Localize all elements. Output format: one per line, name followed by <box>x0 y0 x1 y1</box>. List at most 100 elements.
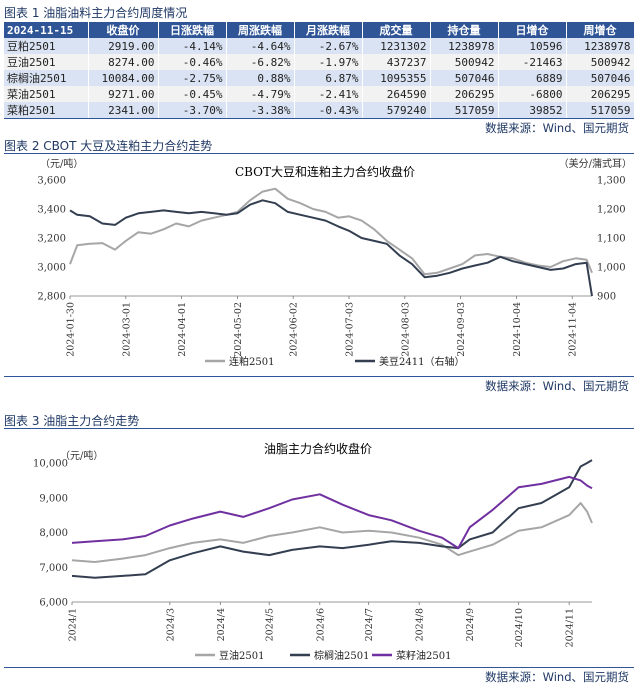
y-tick-label-right-2: 1,100 <box>597 234 626 245</box>
table-cell: 517059 <box>566 102 635 118</box>
table-cell: 500942 <box>430 54 499 70</box>
table-cell: -21463 <box>498 54 567 70</box>
table-cell: 1095355 <box>362 70 431 86</box>
y-tick-label-right-1: 1,000 <box>597 263 626 274</box>
y-tick-label-right-4: 1,300 <box>597 176 626 187</box>
table-cell: 2919.00 <box>88 38 159 54</box>
figure-1-divider <box>4 118 634 119</box>
x-tick-label-4: 2024-06-02 <box>289 302 300 357</box>
legend-label-2: 菜籽油2501 <box>396 649 451 662</box>
table-cell: 豆油2501 <box>4 54 89 70</box>
chart-2-left-tick-labels: 2,800 3,000 3,200 3,400 3,600 <box>37 176 66 303</box>
y-tick-label-left-0: 2,800 <box>37 292 66 303</box>
y-tick-label-right-3: 1,200 <box>597 205 626 216</box>
y-tick-label-left-1: 3,000 <box>37 263 66 274</box>
x-tick-label-6: 2024-08-03 <box>400 302 411 357</box>
table-cell: 2341.00 <box>88 102 159 118</box>
table-header-daily-change: 日涨跌幅 <box>158 22 227 38</box>
table-header-open-interest: 持仓量 <box>430 22 499 38</box>
table-cell: 500942 <box>566 54 635 70</box>
y-tick-label-right-0: 900 <box>597 292 616 303</box>
table-cell: -2.75% <box>158 70 227 86</box>
table-cell: 10596 <box>498 38 567 54</box>
x-tick-label-6: 2024/8 <box>415 608 426 641</box>
series-line-0 <box>69 187 593 276</box>
table-cell: -4.79% <box>226 86 295 102</box>
table-header-monthly-change: 月涨跌幅 <box>294 22 363 38</box>
x-tick-label-4: 2024/6 <box>315 608 326 641</box>
series-line-1 <box>71 459 593 579</box>
figure-2-source: 数据来源：Wind、国元期货 <box>485 379 629 393</box>
x-tick-label-5: 2024-07-03 <box>345 302 356 357</box>
table-cell: -2.41% <box>294 86 363 102</box>
y-tick-label-4: 10,000 <box>33 459 68 470</box>
x-tick-label-2: 2024/4 <box>216 608 227 641</box>
y-tick-label-3: 9,000 <box>39 493 68 504</box>
x-tick-label-9: 2024-11-04 <box>568 302 579 357</box>
table-cell: 豆粕2501 <box>4 38 89 54</box>
table-cell: 10084.00 <box>88 70 159 86</box>
table-cell: 437237 <box>362 54 431 70</box>
table-cell: 8274.00 <box>88 54 159 70</box>
table-cell: -6.82% <box>226 54 295 70</box>
chart-3-series-lines <box>71 459 593 579</box>
chart-3-y-tick-labels: 6,000 7,000 8,000 9,000 10,000 <box>33 459 68 609</box>
y-tick-label-left-3: 3,400 <box>37 205 66 216</box>
chart-2-right-axis-unit: （美分/蒲式耳） <box>559 157 632 170</box>
table-cell: 1238978 <box>566 38 635 54</box>
x-tick-label-3: 2024-05-02 <box>233 302 244 357</box>
table-cell: -0.45% <box>158 86 227 102</box>
table-header-daily-oi-change: 日增仓 <box>498 22 567 38</box>
series-line-2 <box>71 475 593 550</box>
table-cell: 517059 <box>430 102 499 118</box>
figure-2-divider <box>4 376 634 377</box>
table-cell: -2.67% <box>294 38 363 54</box>
chart-2-series-lines <box>69 187 593 297</box>
figure-1-title: 图表 1 油脂油料主力合约周度情况 <box>4 6 188 20</box>
y-tick-label-left-2: 3,200 <box>37 234 66 245</box>
table-cell: -3.70% <box>158 102 227 118</box>
figure-3-divider <box>4 667 634 668</box>
table-cell: -6800 <box>498 86 567 102</box>
weekly-summary-table: 2024-11-15 收盘价 日涨跌幅 周涨跌幅 月涨跌幅 成交量 持仓量 日增… <box>4 22 635 118</box>
x-tick-label-9: 2024/11 <box>565 608 576 647</box>
legend-label-1: 美豆2411（右轴） <box>379 355 464 368</box>
table-cell: -4.14% <box>158 38 227 54</box>
y-tick-label-left-4: 3,600 <box>37 176 66 187</box>
chart-2-left-axis-unit: （元/吨） <box>40 157 83 170</box>
x-tick-label-8: 2024-10-04 <box>512 302 523 357</box>
table-cell: 264590 <box>362 86 431 102</box>
table-cell: 棕榈油2501 <box>4 70 89 86</box>
table-header-row: 2024-11-15 收盘价 日涨跌幅 周涨跌幅 月涨跌幅 成交量 持仓量 日增… <box>4 22 635 38</box>
x-tick-label-0: 2024/1 <box>68 608 79 641</box>
table-cell: -0.46% <box>158 54 227 70</box>
figure-2-top-rule <box>4 153 634 154</box>
table-header-weekly-oi-change: 周增仓 <box>566 22 635 38</box>
table-cell: 507046 <box>430 70 499 86</box>
y-tick-label-1: 7,000 <box>39 563 68 574</box>
chart-2-title: CBOT大豆和连粕主力合约收盘价 <box>235 164 415 179</box>
x-tick-label-5: 2024/7 <box>364 608 375 641</box>
legend-label-1: 棕榈油2501 <box>314 649 369 662</box>
table-row: 豆油2501 8274.00 -0.46% -6.82% -1.97% 4372… <box>4 54 635 70</box>
chart-2-right-tick-labels: 900 1,000 1,100 1,200 1,300 <box>597 176 626 303</box>
series-line-0 <box>71 502 593 563</box>
table-cell: 0.88% <box>226 70 295 86</box>
table-cell: 579240 <box>362 102 431 118</box>
table-cell: 206295 <box>430 86 499 102</box>
chart-2-x-tick-labels: 2024-01-30 2024-03-01 2024-04-01 2024-05-02… <box>66 296 579 357</box>
table-row: 菜粕2501 2341.00 -3.70% -3.38% -0.43% 5792… <box>4 102 635 118</box>
table-cell: -4.64% <box>226 38 295 54</box>
table-row: 豆粕2501 2919.00 -4.14% -4.64% -2.67% 1231… <box>4 38 635 54</box>
table-cell: 9271.00 <box>88 86 159 102</box>
y-tick-label-2: 8,000 <box>39 528 68 539</box>
cbot-soybean-meal-chart: CBOT大豆和连粕主力合约收盘价 （元/吨） （美分/蒲式耳） 2,800 3,0… <box>37 157 632 368</box>
series-line-1 <box>69 199 593 297</box>
figure-2-title: 图表 2 CBOT 大豆及连粕主力合约走势 <box>4 139 213 153</box>
chart-3-legend: 豆油2501 棕榈油2501 菜籽油2501 <box>195 649 451 662</box>
table-cell: 206295 <box>566 86 635 102</box>
table-cell: -3.38% <box>226 102 295 118</box>
figure-3-top-rule <box>4 428 634 429</box>
x-tick-label-7: 2024/9 <box>465 608 476 641</box>
chart-2-legend: 连粕2501 美豆2411（右轴） <box>205 355 464 368</box>
